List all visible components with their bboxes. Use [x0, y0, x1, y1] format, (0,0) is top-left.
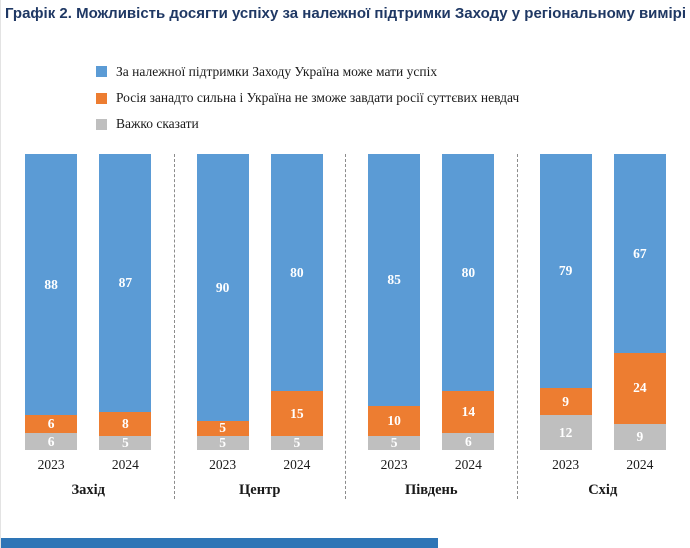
bar-segment: 5 — [196, 435, 249, 451]
legend-swatch — [96, 66, 107, 78]
bar-segment: 9 — [539, 388, 592, 415]
bar-value-label: 88 — [44, 276, 58, 292]
bar-value-label: 5 — [293, 435, 301, 451]
chart-group: 85 10 5 2023 80 14 6 2024 Південь — [346, 154, 518, 500]
bar-segment: 5 — [270, 435, 323, 451]
bar-segment: 5 — [99, 435, 152, 451]
region-label: Центр — [239, 482, 281, 499]
bar-segment: 14 — [442, 391, 495, 433]
chart-group: 79 9 12 2023 67 24 9 2024 Схід — [518, 154, 689, 499]
bar-value-label: 87 — [118, 275, 133, 291]
chart-group: 90 5 5 2023 80 15 5 2024 Центр — [175, 154, 346, 500]
stacked-bar: 85 10 5 — [368, 154, 421, 451]
bar-column: 67 24 9 2024 — [613, 154, 666, 473]
bar-column: 90 5 5 2023 — [196, 154, 249, 473]
stacked-bar: 87 8 5 — [99, 154, 152, 451]
bar-segment: 5 — [368, 435, 421, 451]
bar-segment: 5 — [196, 420, 249, 436]
year-label: 2024 — [626, 457, 654, 473]
bar-segment: 79 — [539, 154, 592, 389]
bar-column: 80 14 6 2024 — [442, 154, 495, 473]
bar-value-label: 12 — [558, 424, 573, 440]
bar-segment: 67 — [613, 154, 666, 353]
bar-value-label: 10 — [387, 412, 401, 428]
bar-segment: 87 — [99, 154, 152, 412]
bar-segment: 88 — [25, 154, 78, 415]
bar-value-label: 14 — [461, 404, 476, 420]
year-label: 2023 — [209, 457, 237, 473]
stacked-bar: 90 5 5 — [196, 154, 249, 451]
bar-value-label: 6 — [464, 433, 472, 449]
bar-value-label: 6 — [47, 433, 55, 449]
bar-segment: 90 — [196, 154, 249, 421]
bar-segment: 8 — [99, 411, 152, 436]
bar-segment: 9 — [613, 423, 666, 451]
footer-accent-bar — [1, 538, 438, 548]
year-label: 2023 — [37, 457, 65, 473]
region-label: Схід — [588, 482, 618, 499]
bar-segment: 12 — [539, 414, 592, 451]
bar-value-label: 24 — [633, 380, 647, 396]
bar-value-label: 80 — [461, 264, 476, 280]
bar-value-label: 15 — [290, 405, 304, 421]
bar-value-label: 5 — [390, 435, 398, 451]
stacked-bar: 80 14 6 — [442, 154, 495, 451]
bar-segment: 6 — [25, 432, 78, 451]
stacked-bar: 88 6 6 — [25, 154, 78, 451]
bar-value-label: 8 — [121, 415, 129, 431]
bar-value-label: 67 — [633, 245, 647, 261]
region-label: Південь — [404, 482, 458, 499]
chart-legend: За належної підтримки Заходу Україна мож… — [96, 64, 690, 133]
year-label: 2024 — [283, 457, 311, 473]
year-label: 2024 — [111, 457, 139, 473]
bar-column: 85 10 5 2023 — [368, 154, 421, 473]
bar-segment: 24 — [613, 352, 666, 424]
legend-item: За належної підтримки Заходу Україна мож… — [96, 64, 690, 80]
stacked-bar: 80 15 5 — [270, 154, 323, 451]
bar-column: 88 6 6 2023 — [25, 154, 78, 473]
year-label: 2024 — [454, 457, 482, 473]
bar-value-label: 5 — [219, 435, 227, 451]
bar-value-label: 80 — [290, 264, 304, 280]
bar-value-label: 5 — [219, 420, 227, 436]
bar-segment: 80 — [442, 154, 495, 392]
bar-segment: 10 — [368, 405, 421, 436]
legend-label: За належної підтримки Заходу Україна мож… — [116, 63, 438, 79]
bar-value-label: 79 — [558, 263, 573, 279]
bar-value-label: 9 — [562, 393, 570, 409]
chart-group: 88 6 6 2023 87 8 5 2024 Захід — [3, 154, 175, 500]
stacked-bar: 67 24 9 — [613, 154, 666, 451]
bar-segment: 80 — [270, 154, 323, 392]
bar-segment: 6 — [442, 432, 495, 451]
bar-value-label: 6 — [47, 415, 55, 431]
chart-title: Графік 2. Можливість досягти успіху за н… — [5, 5, 686, 22]
bar-column: 87 8 5 2024 — [99, 154, 152, 473]
year-label: 2023 — [552, 457, 580, 473]
legend-label: Важко сказати — [116, 116, 199, 132]
legend-item: Росія занадто сильна і Україна не зможе … — [96, 90, 690, 106]
bar-segment: 85 — [368, 154, 421, 406]
bar-column: 79 9 12 2023 — [539, 154, 592, 473]
bar-column: 80 15 5 2024 — [270, 154, 323, 473]
bar-value-label: 5 — [121, 435, 129, 451]
bar-value-label: 85 — [387, 272, 401, 288]
bar-segment: 15 — [270, 391, 323, 436]
legend-label: Росія занадто сильна і Україна не зможе … — [116, 89, 520, 105]
legend-item: Важко сказати — [96, 116, 690, 132]
stacked-bar: 79 9 12 — [539, 154, 592, 451]
bar-value-label: 9 — [636, 429, 644, 445]
region-label: Захід — [71, 482, 106, 499]
legend-swatch — [96, 118, 107, 130]
bar-segment: 6 — [25, 414, 78, 433]
year-label: 2023 — [380, 457, 408, 473]
bar-value-label: 90 — [215, 279, 230, 295]
legend-swatch — [96, 92, 107, 104]
chart: 88 6 6 2023 87 8 5 2024 Захід 90 5 5 2023 80 15 5 2024 Це… — [1, 154, 690, 500]
